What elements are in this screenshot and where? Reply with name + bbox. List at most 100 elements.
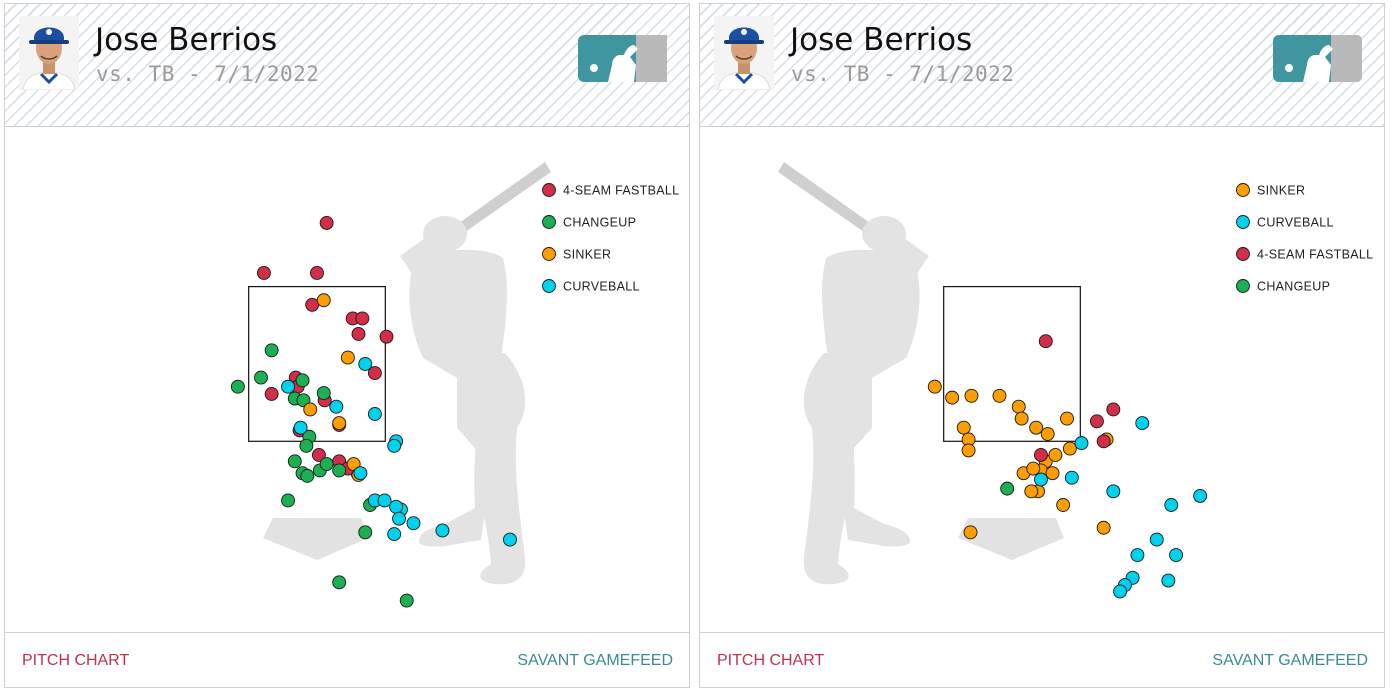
pitch-point[interactable] bbox=[1034, 448, 1048, 462]
pitch-point[interactable] bbox=[316, 293, 331, 308]
pitch-point[interactable] bbox=[367, 407, 382, 421]
player-name: Jose Berrios bbox=[95, 22, 278, 58]
pitch-point[interactable] bbox=[281, 493, 295, 508]
card-header: Jose Berrios vs. TB - 7/1/2022 bbox=[5, 4, 689, 127]
pitch-point[interactable] bbox=[367, 366, 382, 381]
card-footer: PITCH CHART SAVANT GAMEFEED bbox=[700, 632, 1384, 687]
pitch-point[interactable] bbox=[1011, 399, 1026, 414]
home-plate bbox=[958, 518, 1064, 560]
pitch-point[interactable] bbox=[389, 499, 404, 514]
pitch-point[interactable] bbox=[392, 511, 406, 526]
batter-silhouette bbox=[778, 162, 929, 585]
pitch-point[interactable] bbox=[295, 373, 310, 388]
pitch-point[interactable] bbox=[329, 399, 344, 414]
pitch-point[interactable] bbox=[1045, 466, 1060, 481]
league-logo-icon bbox=[1273, 35, 1362, 82]
pitch-point[interactable] bbox=[1164, 498, 1179, 512]
pitch-point[interactable] bbox=[358, 356, 373, 371]
pitch-point[interactable] bbox=[293, 420, 308, 435]
pitch-point[interactable] bbox=[1014, 411, 1029, 426]
pitch-point[interactable] bbox=[1000, 481, 1015, 496]
league-logo-icon bbox=[578, 35, 667, 82]
pitch-point[interactable] bbox=[1074, 436, 1089, 451]
pitch-point[interactable] bbox=[1096, 434, 1111, 449]
savant-gamefeed-link[interactable]: SAVANT GAMEFEED bbox=[1212, 652, 1368, 669]
pitch-card-left: Jose Berrios vs. TB - 7/1/2022 4-SEAM FA… bbox=[4, 3, 690, 688]
pitch-point[interactable] bbox=[358, 525, 373, 540]
pitch-point[interactable] bbox=[319, 215, 334, 230]
pitch-point[interactable] bbox=[1106, 484, 1121, 499]
pitch-point[interactable] bbox=[1161, 573, 1176, 588]
pitch-point[interactable] bbox=[927, 379, 942, 394]
pitch-point[interactable] bbox=[353, 466, 368, 481]
legend-label: CURVEBALL bbox=[563, 280, 640, 294]
pitch-point[interactable] bbox=[264, 387, 279, 401]
pitch-point[interactable] bbox=[230, 379, 245, 394]
legend-label: 4-SEAM FASTBALL bbox=[1257, 248, 1373, 262]
pitch-point[interactable] bbox=[299, 438, 314, 453]
pitch-point[interactable] bbox=[332, 416, 347, 431]
pitch-chart-link[interactable]: PITCH CHART bbox=[22, 652, 130, 669]
pitch-point[interactable] bbox=[1064, 470, 1079, 485]
pitch-point[interactable] bbox=[435, 523, 450, 538]
pitch-point[interactable] bbox=[399, 593, 414, 608]
pitch-point[interactable] bbox=[387, 527, 402, 542]
legend-swatch bbox=[542, 183, 556, 197]
legend-swatch bbox=[1236, 247, 1250, 261]
pitch-point[interactable] bbox=[1056, 498, 1071, 512]
player-headshot-icon bbox=[19, 16, 79, 90]
player-name: Jose Berrios bbox=[790, 22, 973, 58]
pitch-point[interactable] bbox=[379, 329, 394, 344]
pitch-point[interactable] bbox=[1193, 488, 1208, 503]
game-info: vs. TB - 7/1/2022 bbox=[96, 62, 320, 86]
pitch-point[interactable] bbox=[1135, 416, 1150, 431]
pitch-point[interactable] bbox=[319, 457, 334, 471]
pitch-point[interactable] bbox=[1038, 334, 1053, 349]
pitch-point[interactable] bbox=[945, 390, 960, 405]
pitch-point[interactable] bbox=[254, 370, 268, 385]
pitch-point[interactable] bbox=[340, 350, 355, 365]
pitch-point[interactable] bbox=[355, 311, 370, 326]
pitch-point[interactable] bbox=[387, 438, 402, 453]
pitch-point[interactable] bbox=[1113, 584, 1128, 599]
pitch-point[interactable] bbox=[1062, 441, 1077, 456]
pitch-point[interactable] bbox=[1169, 548, 1183, 562]
pitch-point[interactable] bbox=[963, 525, 978, 540]
pitch-point[interactable] bbox=[956, 420, 971, 435]
pitch-point[interactable] bbox=[311, 448, 326, 462]
pitch-point[interactable] bbox=[287, 454, 302, 469]
savant-gamefeed-link[interactable]: SAVANT GAMEFEED bbox=[517, 652, 673, 669]
pitch-point[interactable] bbox=[1060, 411, 1074, 426]
pitch-point[interactable] bbox=[332, 575, 347, 590]
pitch-point[interactable] bbox=[300, 468, 315, 483]
pitch-point[interactable] bbox=[992, 388, 1007, 403]
pitch-point[interactable] bbox=[351, 326, 366, 341]
pitch-point[interactable] bbox=[264, 343, 279, 358]
pitch-point[interactable] bbox=[1040, 427, 1055, 441]
pitch-point[interactable] bbox=[316, 386, 331, 401]
pitch-point[interactable] bbox=[332, 463, 347, 478]
pitch-point[interactable] bbox=[964, 388, 979, 403]
pitch-point[interactable] bbox=[256, 265, 271, 280]
pitch-point[interactable] bbox=[1149, 532, 1164, 547]
pitch-point[interactable] bbox=[961, 443, 976, 458]
pitch-point[interactable] bbox=[1089, 414, 1104, 429]
pitch-point[interactable] bbox=[1029, 420, 1044, 435]
pitch-point[interactable] bbox=[281, 379, 295, 394]
pitch-point[interactable] bbox=[310, 265, 324, 280]
pitch-point[interactable] bbox=[303, 402, 318, 417]
pitch-point[interactable] bbox=[1024, 484, 1039, 499]
pitch-point[interactable] bbox=[1026, 461, 1041, 476]
pitch-point[interactable] bbox=[503, 532, 517, 547]
pitch-point[interactable] bbox=[406, 516, 421, 531]
pitch-point[interactable] bbox=[1034, 472, 1048, 487]
legend-label: 4-SEAM FASTBALL bbox=[563, 184, 679, 198]
pitch-point[interactable] bbox=[1130, 548, 1145, 562]
pitch-point[interactable] bbox=[1048, 448, 1063, 462]
pitch-point[interactable] bbox=[305, 297, 320, 312]
pitch-chart-link[interactable]: PITCH CHART bbox=[717, 652, 825, 669]
pitch-chart-area: 4-SEAM FASTBALL CHANGEUP SINKER CURVEBALL bbox=[5, 128, 689, 633]
pitch-point[interactable] bbox=[1106, 402, 1121, 417]
pitch-point[interactable] bbox=[377, 493, 392, 508]
pitch-point[interactable] bbox=[1096, 520, 1111, 535]
